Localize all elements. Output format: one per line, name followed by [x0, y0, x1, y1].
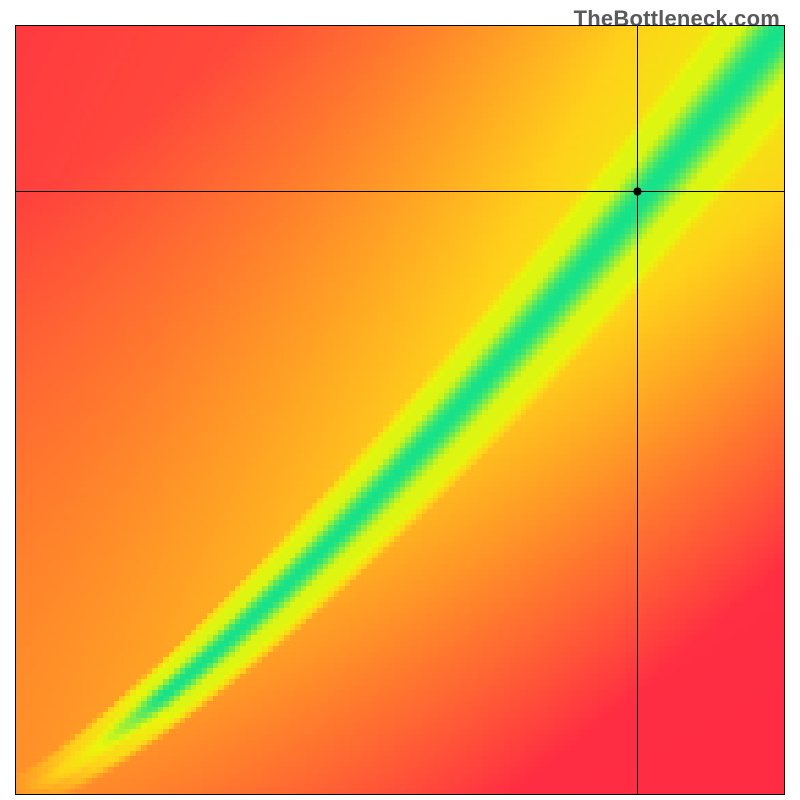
heatmap-canvas — [15, 25, 785, 795]
